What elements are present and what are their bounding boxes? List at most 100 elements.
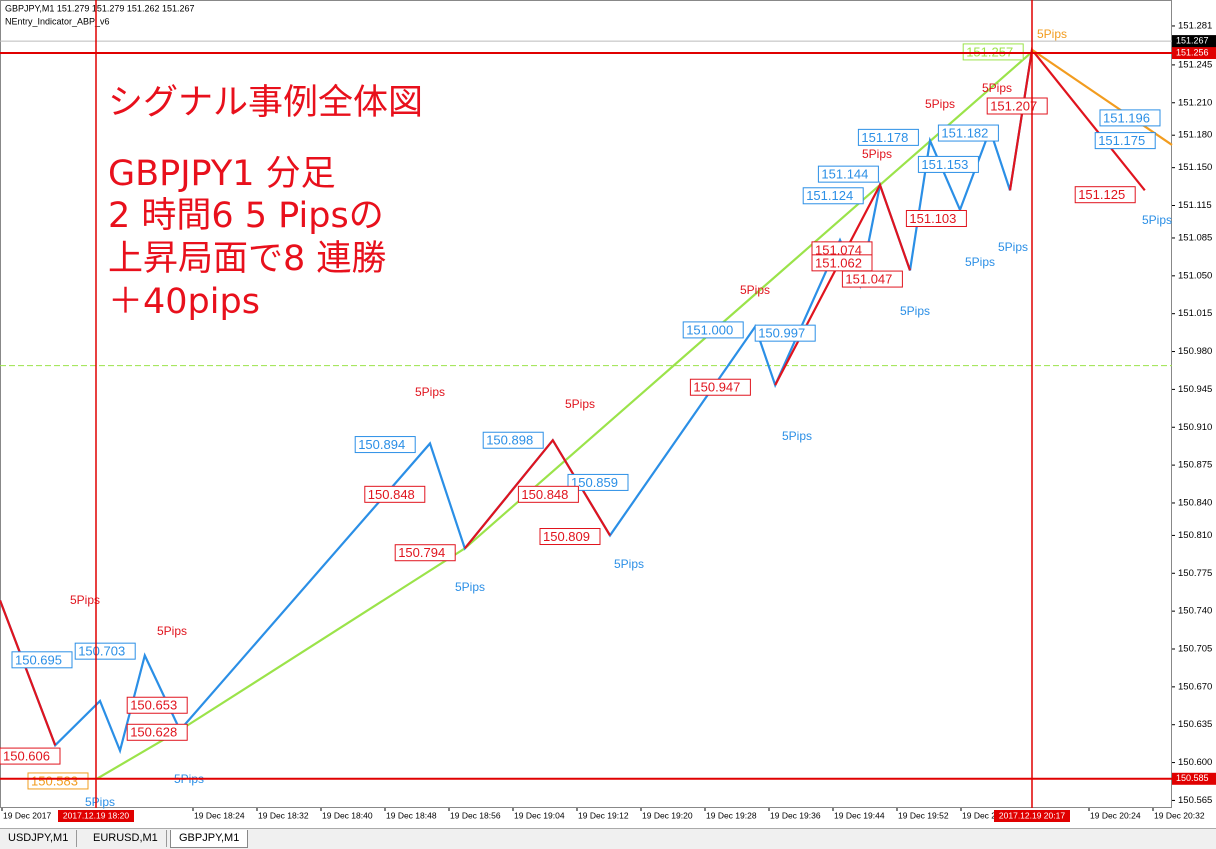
cursor-label: 2017.12.19 20:17 xyxy=(999,810,1065,820)
price-box xyxy=(126,723,188,741)
level-label: 151.256 xyxy=(1176,47,1209,57)
y-tick-label: 151.015 xyxy=(1178,308,1212,319)
price-label: 151.257 xyxy=(966,44,1013,59)
chart: GBPJPY,M1 151.279 151.279 151.262 151.26… xyxy=(0,0,1216,822)
y-tick-label: 151.115 xyxy=(1178,200,1212,211)
pips-label: 5Pips xyxy=(1142,213,1172,227)
pips-label: 5Pips xyxy=(1037,27,1067,41)
price-label: 151.153 xyxy=(921,157,968,172)
price-label: 150.947 xyxy=(693,380,740,395)
price-box xyxy=(567,473,629,491)
x-tick-label: 19 Dec 19:52 xyxy=(898,810,949,820)
price-label: 150.848 xyxy=(521,487,568,502)
x-tick-label: 19 Dec 18:40 xyxy=(322,810,373,820)
pips-label: 5Pips xyxy=(157,624,187,638)
level-label: 150.585 xyxy=(1176,773,1209,783)
price-box xyxy=(962,43,1024,61)
price-box xyxy=(905,209,967,227)
y-tick-label: 150.840 xyxy=(1178,497,1212,508)
price-label: 151.175 xyxy=(1098,133,1145,148)
price-label: 151.062 xyxy=(815,255,862,270)
y-tick-label: 150.565 xyxy=(1178,795,1212,806)
price-box xyxy=(0,747,61,765)
x-tick-label: 19 Dec 2017 xyxy=(3,810,51,820)
price-box xyxy=(1074,186,1136,204)
pips-label: 5Pips xyxy=(862,147,892,161)
pips-label: 5Pips xyxy=(614,557,644,571)
x-tick-label: 19 Dec 19:04 xyxy=(514,810,565,820)
x-tick-label: 19 Dec 20:32 xyxy=(1154,810,1205,820)
y-tick-label: 150.740 xyxy=(1178,606,1212,617)
y-tick-label: 151.150 xyxy=(1178,162,1212,173)
price-box xyxy=(1099,109,1161,127)
level-label: 151.267 xyxy=(1176,35,1209,45)
price-box xyxy=(857,128,919,146)
zigzag-line xyxy=(1031,48,1173,146)
price-box xyxy=(917,155,979,173)
price-box xyxy=(539,528,601,546)
overlay-line: 2 時間6 5 Pipsの xyxy=(108,196,384,236)
x-tick-label: 19 Dec 18:56 xyxy=(450,810,501,820)
price-label: 150.859 xyxy=(571,475,618,490)
y-tick-label: 150.775 xyxy=(1178,568,1212,579)
pips-label: 5Pips xyxy=(85,795,115,809)
price-box xyxy=(802,187,864,205)
overlay-title: シグナル事例全体図 xyxy=(108,83,424,123)
y-tick-label: 151.281 xyxy=(1178,20,1212,31)
pips-label: 5Pips xyxy=(415,385,445,399)
price-label: 150.794 xyxy=(398,545,445,560)
y-tick-label: 150.875 xyxy=(1178,460,1212,471)
symbol-tab[interactable]: EURUSD,M1 xyxy=(85,830,167,847)
price-label: 150.583 xyxy=(31,773,78,788)
price-label: 151.074 xyxy=(815,242,862,257)
x-tick-label: 19 Dec 19:12 xyxy=(578,810,629,820)
price-box xyxy=(682,321,744,339)
price-label: 150.894 xyxy=(358,437,405,452)
level-tag xyxy=(1172,772,1216,785)
price-box xyxy=(27,772,89,790)
pips-label: 5Pips xyxy=(565,397,595,411)
pips-label: 5Pips xyxy=(982,81,1012,95)
x-tick-label: 19 Dec 19:44 xyxy=(834,810,885,820)
y-tick-label: 150.980 xyxy=(1178,346,1212,357)
price-box xyxy=(1094,132,1156,150)
cursor-label: 2017.12.19 18:20 xyxy=(63,810,129,820)
price-box xyxy=(126,696,188,714)
zigzag-line xyxy=(96,51,1033,780)
y-tick-label: 150.945 xyxy=(1178,384,1212,395)
price-label: 150.703 xyxy=(78,644,125,659)
symbol-header[interactable]: GBPJPY,M1 151.279 151.279 151.262 151.26… xyxy=(5,3,195,13)
price-label: 151.182 xyxy=(941,125,988,140)
x-tick-label: 19 Dec 18:24 xyxy=(194,810,245,820)
x-tick-label: 19 Dec 19:28 xyxy=(706,810,757,820)
price-box xyxy=(937,124,999,142)
symbol-tab[interactable]: USDJPY,M1 xyxy=(0,830,78,847)
x-tick-label: 19 Dec 20:24 xyxy=(1090,810,1141,820)
price-label: 150.898 xyxy=(486,433,533,448)
price-box xyxy=(74,642,136,660)
price-label: 151.124 xyxy=(806,188,853,203)
price-label: 150.848 xyxy=(368,487,415,502)
price-box xyxy=(841,270,903,288)
price-box xyxy=(394,544,456,562)
overlay-line: GBPJPY1 分足 xyxy=(108,154,336,194)
y-tick-label: 151.050 xyxy=(1178,270,1212,281)
symbol-tab[interactable]: GBPJPY,M1 xyxy=(170,830,249,848)
y-tick-label: 150.810 xyxy=(1178,530,1212,541)
x-tick-label: 19 Dec 19:36 xyxy=(770,810,821,820)
price-label: 151.144 xyxy=(821,167,868,182)
price-label: 150.997 xyxy=(758,326,805,341)
y-tick-label: 151.210 xyxy=(1178,97,1212,108)
cursor-tag xyxy=(994,810,1070,822)
symbol-tabs: USDJPY,M1 EURUSD,M1 GBPJPY,M1 xyxy=(0,828,1216,849)
pips-label: 5Pips xyxy=(998,240,1028,254)
plot-frame xyxy=(0,0,1172,808)
pips-label: 5Pips xyxy=(925,97,955,111)
price-label: 150.653 xyxy=(130,698,177,713)
x-tick-label: 19 Dec 19:20 xyxy=(642,810,693,820)
x-tick-label: 19 Dec 18:32 xyxy=(258,810,309,820)
indicator-name[interactable]: NEntry_Indicator_ABP_v6 xyxy=(5,16,110,26)
y-tick-label: 151.245 xyxy=(1178,59,1212,70)
zigzag-line xyxy=(0,47,1146,746)
overlay-line: 上昇局面で8 連勝 xyxy=(108,239,387,279)
